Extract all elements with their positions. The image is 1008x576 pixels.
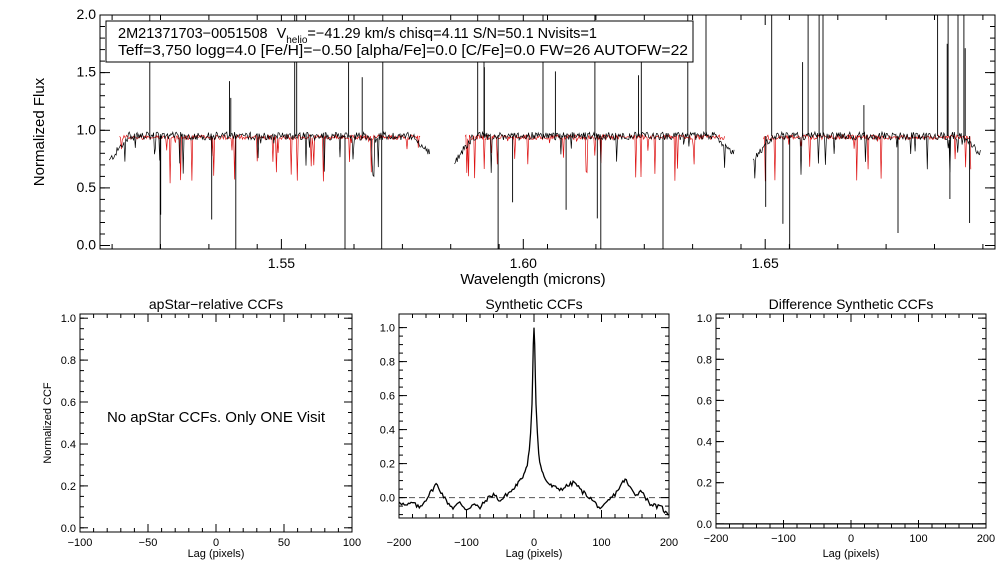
apstar-ccf-y-tick-labels: 0.0 0.2 0.4 0.6 0.8 1.0: [61, 313, 76, 535]
y-tick-label: 0.4: [697, 437, 712, 449]
x-tick-label: −100: [68, 537, 93, 549]
difference-ccf-title: Difference Synthetic CCFs: [769, 296, 934, 312]
info-line-2: Teff=3,750 logg=4.0 [Fe/H]=−0.50 [alpha/…: [118, 43, 688, 59]
apstar-ccf-y-axis-title: Normalized CCF: [42, 382, 54, 464]
apstar-ccf-panel: −100 −50 0 50 100 0.0 0.2 0.4 0.6 0.8 1.0 apStar−…: [42, 296, 361, 560]
apstar-ccf-axis-ticks: [79, 314, 353, 532]
spectrum-panel: 1.55 1.60 1.65 0.0 0.5 1.0 1.5 2.0 Wavelength …: [31, 6, 996, 288]
x-tick-label: −200: [704, 533, 729, 545]
x-tick-label: 0: [213, 537, 219, 549]
synthetic-ccf-title: Synthetic CCFs: [485, 296, 582, 312]
y-tick-label: 0.8: [697, 354, 712, 366]
y-tick-label: 0.6: [697, 395, 712, 407]
difference-ccf-panel: −200 −100 0 100 200 0.0 0.2 0.4 0.6 0.8 1.0 Diffe…: [697, 296, 995, 560]
y-tick-label: 0.2: [380, 459, 395, 471]
spectrum-x-tick-labels: 1.55 1.60 1.65: [268, 255, 779, 271]
apstar-ccf-title: apStar−relative CCFs: [149, 296, 283, 312]
y-tick-label: 0.2: [697, 478, 712, 490]
synthetic-ccf-x-axis-title: Lag (pixels): [506, 548, 563, 560]
y-tick-label: 0.0: [380, 493, 395, 505]
x-tick-label: −50: [139, 537, 158, 549]
spectrum-x-axis-title: Wavelength (microns): [460, 271, 605, 288]
x-tick-label: −100: [771, 533, 796, 545]
spectrum-y-tick-labels: 0.0 0.5 1.0 1.5 2.0: [77, 6, 97, 253]
info-velocity-and-stats: =−41.29 km/s chisq=4.11 S/N=50.1 Nvisits…: [307, 26, 597, 42]
difference-ccf-plot-frame: [715, 313, 987, 529]
apstar-ccf-plot-frame: [79, 313, 353, 533]
spectrum-plot-frame: [99, 14, 996, 250]
y-tick-label: 0.6: [380, 391, 395, 403]
x-tick-label: 0: [531, 537, 537, 549]
synthetic-ccf-y-tick-labels: 0.0 0.2 0.4 0.6 0.8 1.0: [380, 323, 395, 505]
y-tick-label: 1.0: [697, 313, 712, 325]
y-tick-label: 0.4: [380, 425, 395, 437]
apstar-ccf-x-tick-labels: −100 −50 0 50 100: [68, 537, 362, 549]
y-tick-label: 0.8: [380, 357, 395, 369]
stellar-parameters-box-frame: [105, 20, 694, 63]
observed-spectrum-segment: [752, 130, 981, 179]
y-tick-label: 0.4: [61, 439, 76, 451]
y-tick-label: 0.0: [61, 523, 76, 535]
difference-ccf-x-axis-title: Lag (pixels): [823, 548, 880, 560]
synthetic-ccf-x-tick-labels: −200 −100 0 100 200: [387, 537, 679, 549]
x-tick-label: 1.65: [752, 255, 779, 271]
x-tick-label: −200: [387, 537, 412, 549]
x-tick-label: 200: [660, 537, 678, 549]
y-tick-label: 1.0: [61, 313, 76, 325]
difference-ccf-y-tick-labels: 0.0 0.2 0.4 0.6 0.8 1.0: [697, 313, 712, 531]
x-tick-label: −100: [454, 537, 479, 549]
info-line-1: 2M21371703−0051508 Vhelio=−41.29 km/s chi…: [118, 26, 597, 46]
apstar-ccf-x-axis-title: Lag (pixels): [188, 548, 245, 560]
difference-ccf-x-tick-labels: −200 −100 0 100 200: [704, 533, 996, 545]
y-tick-label: 0.2: [61, 481, 76, 493]
observed-spectrum-segment: [108, 130, 431, 178]
x-tick-label: 0: [848, 533, 854, 545]
y-tick-label: 0.6: [61, 397, 76, 409]
y-tick-label: 0.0: [697, 519, 712, 531]
y-tick-label: 0.8: [61, 355, 76, 367]
x-tick-label: 100: [343, 537, 361, 549]
info-velocity-symbol: V: [277, 26, 287, 42]
apstar-ccf-annotation: No apStar CCFs. Only ONE Visit: [107, 409, 326, 426]
y-tick-label: 0.5: [77, 179, 97, 195]
stellar-parameters-box: 2M21371703−0051508 Vhelio=−41.29 km/s chi…: [105, 20, 694, 63]
y-tick-label: 2.0: [77, 6, 97, 22]
x-tick-label: 1.60: [510, 255, 537, 271]
x-tick-label: 100: [909, 533, 927, 545]
synthetic-ccf-plot-frame: [398, 313, 670, 519]
y-tick-label: 1.5: [77, 64, 97, 80]
info-object-name: 2M21371703−0051508: [118, 26, 268, 42]
y-tick-label: 1.0: [77, 121, 97, 137]
model-spectrum-segment: [119, 133, 421, 184]
spectrum-y-axis-title: Normalized Flux: [31, 77, 48, 186]
observed-spectrum-line: [108, 15, 981, 249]
x-tick-label: 200: [977, 533, 995, 545]
synthetic-ccf-axis-ticks: [398, 314, 670, 518]
x-tick-label: 100: [592, 537, 610, 549]
y-tick-label: 0.0: [77, 237, 97, 253]
synthetic-ccf-panel: −200 −100 0 100 200 0.0 0.2 0.4 0.6 0.8 1.0 Synth…: [380, 296, 678, 560]
x-tick-label: 1.55: [268, 255, 295, 271]
y-tick-label: 1.0: [380, 323, 395, 335]
x-tick-label: 50: [278, 537, 290, 549]
synthetic-ccf-line: [398, 327, 670, 516]
info-velocity-subscript: helio: [286, 35, 308, 46]
